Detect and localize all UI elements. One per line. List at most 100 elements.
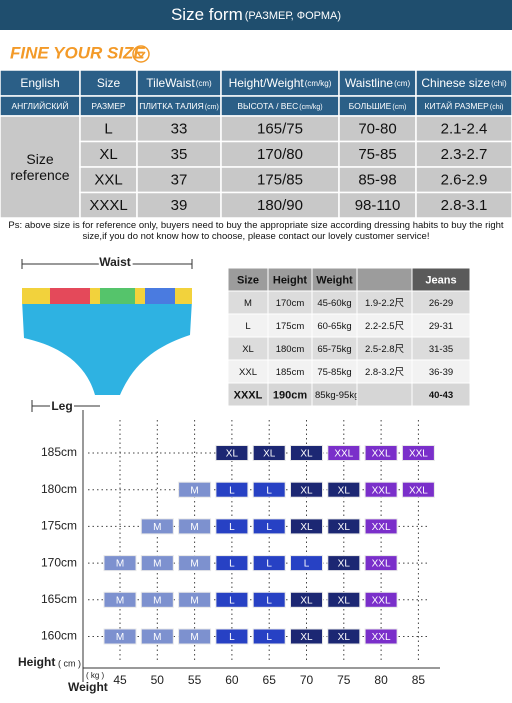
size-cell bbox=[290, 445, 323, 461]
y-axis-unit: ( cm ) bbox=[58, 658, 81, 668]
data-text: 175cm bbox=[276, 321, 305, 332]
size-cell bbox=[401, 445, 435, 461]
size-cell bbox=[178, 481, 212, 498]
size-cell bbox=[215, 628, 249, 645]
data-text: L bbox=[245, 321, 250, 332]
data-text: XXXL bbox=[89, 197, 127, 214]
size-cell-label: M bbox=[153, 595, 161, 606]
data-cell bbox=[415, 115, 512, 143]
waistband bbox=[145, 288, 175, 304]
data-cell bbox=[415, 166, 512, 194]
size-cell bbox=[364, 445, 398, 461]
x-tick-label: 65 bbox=[263, 673, 277, 687]
size-cell-label: L bbox=[229, 595, 235, 606]
size-cell bbox=[364, 555, 398, 572]
data-text: 70-80 bbox=[358, 121, 396, 138]
size-cell-label: XXL bbox=[409, 485, 428, 496]
size-cell bbox=[364, 628, 398, 645]
fit-table: Size Height Weight Jeans M 170cm 45-60kg 1.9-2.… bbox=[227, 267, 471, 407]
size-table: English Size TileWaist(cm) Height/Weight(cm… bbox=[0, 69, 512, 219]
size-cell-label: XXL bbox=[372, 449, 391, 460]
size-cell bbox=[290, 591, 323, 608]
size-cell-label: XL bbox=[300, 485, 313, 496]
size-cell-label: XL bbox=[300, 522, 313, 533]
size-cell bbox=[290, 481, 323, 498]
data-text: XL bbox=[242, 344, 254, 355]
size-cell-label: XL bbox=[263, 449, 276, 460]
x-tick-label: 50 bbox=[151, 673, 165, 687]
size-cell bbox=[252, 591, 286, 608]
size-cell-label: XXL bbox=[372, 559, 391, 570]
size-cell-label: M bbox=[153, 522, 161, 533]
size-cell bbox=[290, 628, 323, 645]
header-label: Waistline bbox=[345, 76, 394, 90]
row-label: Size reference bbox=[10, 151, 69, 183]
header-text: Size bbox=[97, 76, 121, 90]
header-label: Chinese size bbox=[421, 76, 490, 90]
data-text: 29-31 bbox=[429, 321, 453, 332]
data-text: 170cm bbox=[276, 298, 305, 309]
product: Waist Leg bbox=[21, 253, 193, 413]
x-tick-label: 70 bbox=[300, 673, 314, 687]
header-label: КИТАЙ РАЗМЕР bbox=[425, 100, 490, 111]
data-text: 60-65kg bbox=[317, 321, 351, 332]
size-cell-label: M bbox=[153, 559, 161, 570]
header-cell bbox=[79, 69, 138, 97]
x-tick-label: 60 bbox=[225, 673, 239, 687]
size-cell bbox=[401, 481, 435, 498]
data-text: 180/90 bbox=[257, 197, 303, 214]
size-cell bbox=[364, 518, 398, 535]
header-unit: (cm) bbox=[205, 104, 219, 111]
size-cell-label: XL bbox=[338, 485, 351, 496]
size-cell-label: L bbox=[266, 522, 272, 533]
data-text: 2.8-3.1 bbox=[441, 197, 488, 214]
size-cell bbox=[215, 445, 249, 461]
note-box: Ps: above size is for reference only, bu… bbox=[8, 220, 503, 242]
size-cell-label: XXL bbox=[409, 449, 428, 460]
size-cell bbox=[252, 518, 286, 535]
size-cell-label: M bbox=[153, 632, 161, 643]
header-label: ВЫСОТА / ВЕС bbox=[237, 101, 298, 111]
header-label: ПЛИТКА ТАЛИЯ bbox=[139, 101, 204, 111]
header-unit: (cm) bbox=[392, 104, 406, 111]
header-text: ПЛИТКА ТАЛИЯ(cm) bbox=[139, 101, 219, 111]
size-cell bbox=[103, 591, 137, 608]
data-text: 185cm bbox=[276, 367, 305, 378]
size-cell-label: L bbox=[229, 485, 235, 496]
data-text: 1.9-2.2尺 bbox=[365, 298, 405, 309]
size-cell-label: M bbox=[190, 632, 198, 643]
header-text: Chinese size(chi) bbox=[421, 76, 507, 90]
size-cell bbox=[140, 518, 174, 535]
label-cell bbox=[0, 115, 81, 219]
data-text: 85-98 bbox=[358, 172, 396, 189]
data-text: 2.6-2.9 bbox=[441, 172, 488, 189]
header-unit: (cm/kg) bbox=[305, 79, 332, 88]
size-cell-label: XXL bbox=[372, 595, 391, 606]
x-tick-label: 80 bbox=[374, 673, 388, 687]
size-cell-label: L bbox=[229, 559, 235, 570]
size-cell-label: XL bbox=[338, 559, 351, 570]
size-cell-label: XL bbox=[300, 449, 313, 460]
x-tick-label: 55 bbox=[188, 673, 202, 687]
waist-label: Waist bbox=[99, 255, 131, 269]
data-text: 2.5-2.8尺 bbox=[365, 344, 405, 355]
header-unit: (chi) bbox=[491, 79, 507, 88]
y-tick-label: 165cm bbox=[41, 592, 77, 606]
data-text: XXL bbox=[239, 367, 257, 378]
data-text: 37 bbox=[171, 172, 188, 189]
x-axis-unit: ( kg ) bbox=[86, 671, 105, 680]
header-text: БОЛЬШИЕ(cm) bbox=[349, 101, 407, 111]
data-text: M bbox=[244, 298, 252, 309]
data-text: 2.3-2.7 bbox=[441, 146, 488, 163]
size-cell-label: L bbox=[266, 559, 272, 570]
header-text: Weight bbox=[316, 274, 353, 286]
size-cell bbox=[327, 628, 361, 645]
size-cell-label: XL bbox=[300, 595, 313, 606]
y-tick-label: 160cm bbox=[41, 629, 77, 643]
size-cell bbox=[290, 518, 323, 535]
header-unit: (cm) bbox=[394, 79, 410, 88]
banner-icon bbox=[136, 51, 146, 59]
data-cell bbox=[220, 115, 340, 143]
size-cell-label: XL bbox=[338, 595, 351, 606]
